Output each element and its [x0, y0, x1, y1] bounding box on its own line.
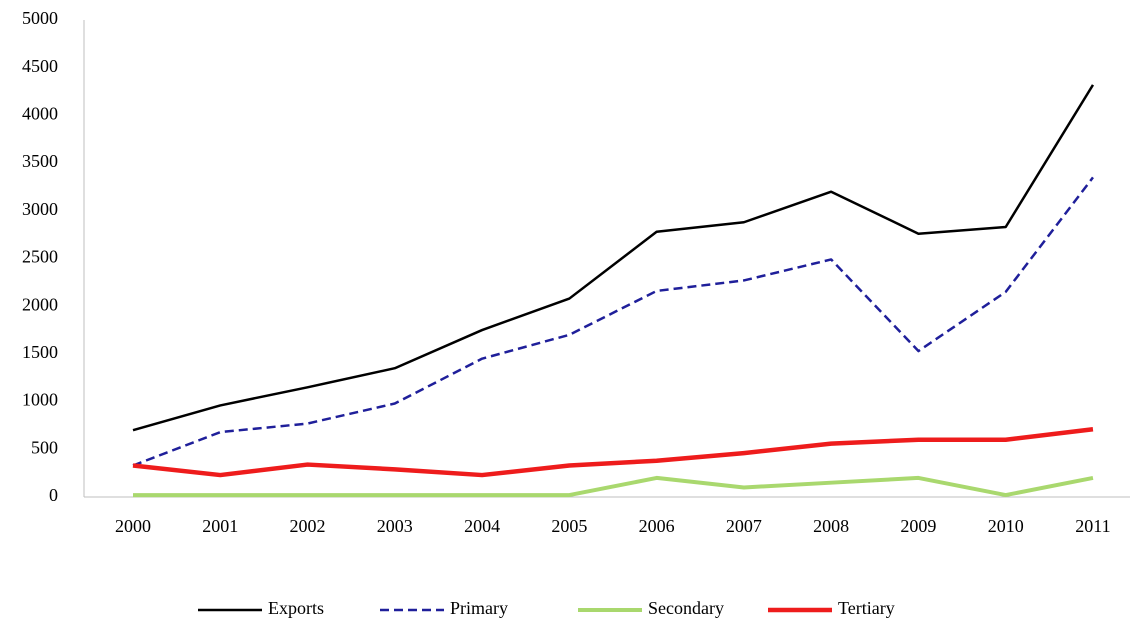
- legend-label: Secondary: [648, 598, 724, 618]
- y-tick-label: 0: [49, 485, 58, 505]
- y-tick-label: 500: [31, 437, 58, 457]
- y-tick-label: 2000: [22, 294, 58, 314]
- y-tick-label: 1500: [22, 342, 58, 362]
- y-tick-label: 3000: [22, 199, 58, 219]
- series-line: [132, 427, 1094, 478]
- y-tick-label: 5000: [22, 8, 58, 28]
- y-tick-label: 1000: [22, 390, 58, 410]
- x-tick-label: 2008: [813, 516, 849, 536]
- x-tick-label: 2005: [551, 516, 587, 536]
- x-tick-label: 2010: [988, 516, 1024, 536]
- y-tick-label: 3500: [22, 151, 58, 171]
- x-tick-label: 2009: [900, 516, 936, 536]
- series-line: [133, 475, 1094, 498]
- x-tick-label: 2003: [377, 516, 413, 536]
- y-tick-label: 2500: [22, 247, 58, 267]
- legend-label: Tertiary: [838, 598, 895, 618]
- x-tick-label: 2004: [464, 516, 500, 536]
- x-tick-label: 2006: [639, 516, 675, 536]
- legend-label: Exports: [268, 598, 324, 618]
- series-line: [132, 176, 1094, 467]
- x-tick-label: 2002: [290, 516, 326, 536]
- series-line: [132, 84, 1095, 432]
- x-tick-label: 2011: [1075, 516, 1110, 536]
- legend-label: Primary: [450, 598, 508, 618]
- x-tick-label: 2007: [726, 516, 762, 536]
- y-tick-label: 4500: [22, 56, 58, 76]
- x-tick-label: 2000: [115, 516, 151, 536]
- y-tick-label: 4000: [22, 104, 58, 124]
- x-tick-label: 2001: [202, 516, 238, 536]
